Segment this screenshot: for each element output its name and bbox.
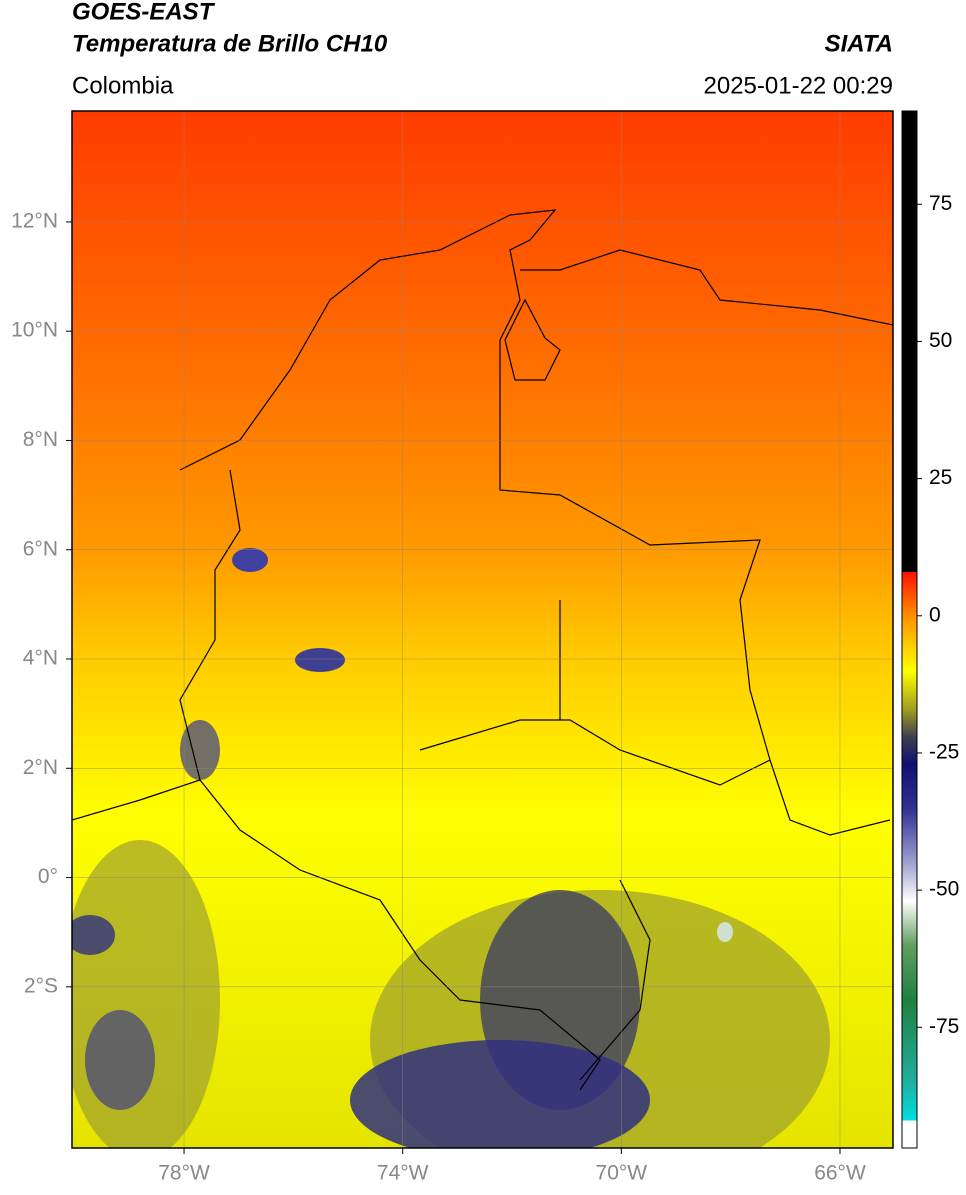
colorbar — [901, 110, 918, 1149]
map-frame — [71, 110, 894, 1149]
y-tick-label: 2°N — [23, 756, 58, 779]
y-tick-label: 8°N — [23, 428, 58, 451]
y-tick-label: 2°S — [24, 974, 58, 997]
coastline — [520, 249, 893, 326]
colorbar-tick-label: -25 — [929, 740, 959, 763]
colorbar-tick-label: -50 — [929, 878, 959, 901]
colorbar-tick-label: -75 — [929, 1015, 959, 1038]
colorbar-tick-label: 50 — [929, 329, 952, 352]
region: Colombia — [72, 72, 174, 99]
cloud-area — [72, 840, 220, 1148]
border — [199, 779, 601, 1091]
x-tick-label: 78°W — [158, 1162, 210, 1185]
grid — [72, 111, 893, 1148]
source: SIATA — [825, 30, 893, 57]
cloud-area — [72, 915, 115, 955]
cloud-area — [85, 1010, 155, 1110]
cloud-area — [232, 548, 268, 572]
y-tick-label: 4°N — [23, 647, 58, 670]
x-tick-label: 66°W — [814, 1162, 866, 1185]
borders — [72, 209, 893, 1091]
y-tick-label: 0° — [38, 865, 58, 888]
x-tick-label: 74°W — [377, 1162, 429, 1185]
y-tick-label: 6°N — [23, 537, 58, 560]
datetime: 2025-01-22 00:29 — [704, 72, 894, 99]
y-tick-label: 10°N — [11, 319, 58, 342]
map-image — [72, 111, 893, 1148]
colorbar-tick-label: 75 — [929, 192, 952, 215]
border — [179, 209, 891, 836]
cloud-area — [717, 922, 733, 942]
x-tick-label: 70°W — [596, 1162, 648, 1185]
title: GOES-EAST — [72, 0, 216, 25]
cloud-area — [295, 648, 345, 672]
colorbar-tick-label: 0 — [929, 603, 941, 626]
cloud-area — [350, 1040, 650, 1148]
cloud-area — [180, 720, 220, 780]
coastline — [72, 469, 241, 821]
border — [419, 719, 771, 786]
colorbar-tick-label: 25 — [929, 466, 952, 489]
subtitle: Temperatura de Brillo CH10 — [72, 30, 388, 57]
y-tick-label: 12°N — [11, 209, 58, 232]
lake — [504, 298, 561, 381]
border — [579, 879, 651, 1081]
